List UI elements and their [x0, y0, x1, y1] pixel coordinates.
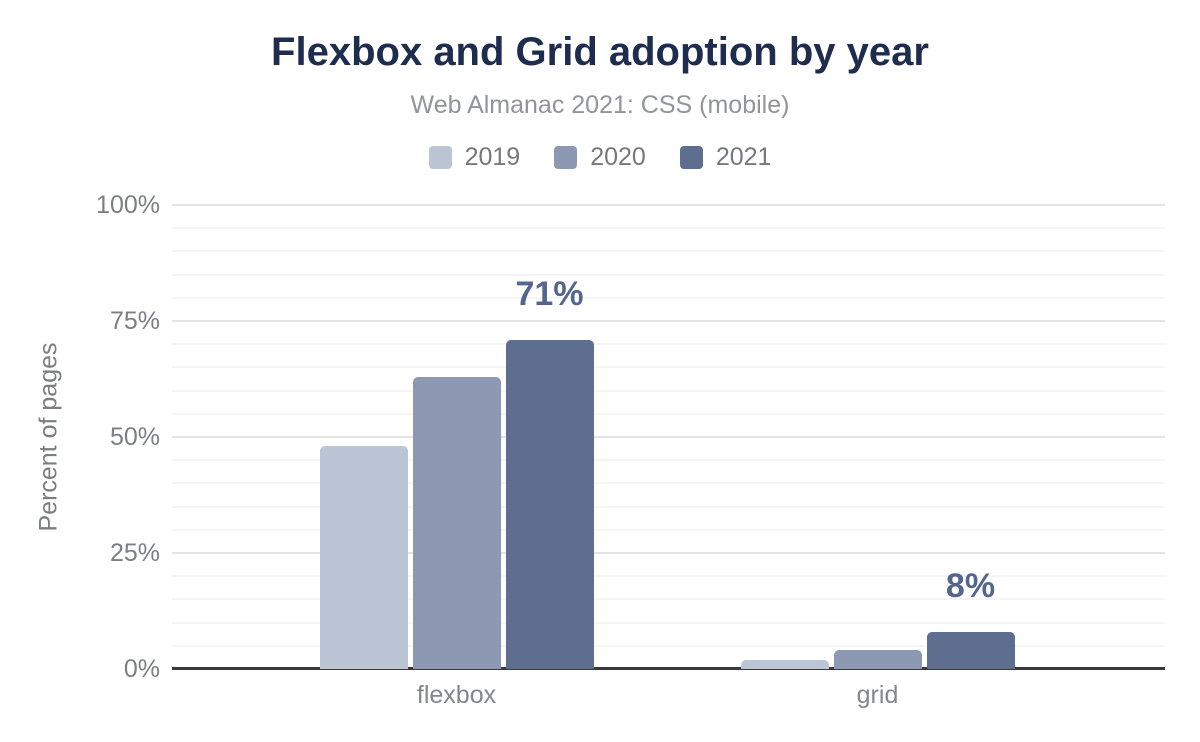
bar-value-label-grid: 8%	[945, 566, 996, 605]
legend-item-2020: 2020	[554, 143, 646, 172]
gridline-major-25	[172, 552, 1165, 554]
legend-label-2021: 2021	[715, 143, 772, 171]
gridline-major-50	[172, 436, 1165, 438]
chart-subtitle: Web Almanac 2021: CSS (mobile)	[410, 91, 790, 119]
gridline-minor-55	[172, 412, 1165, 415]
gridline-minor-85	[172, 273, 1165, 276]
gridline-minor-40	[172, 482, 1165, 485]
gridline-minor-90	[172, 250, 1165, 253]
bar-flexbox-2019	[319, 446, 408, 669]
bar-grid-2020	[833, 650, 922, 669]
gridline-major-75	[172, 320, 1165, 322]
gridline-minor-30	[172, 528, 1165, 531]
chart-title: Flexbox and Grid adoption by year	[271, 30, 929, 74]
legend-label-2020: 2020	[590, 143, 646, 171]
gridline-minor-10	[172, 621, 1165, 624]
gridline-minor-70	[172, 343, 1165, 346]
gridline-minor-95	[172, 227, 1165, 230]
bar-flexbox-2020	[412, 376, 501, 669]
bar-grid-2019	[740, 659, 829, 669]
y-tick-label-25: 25%	[109, 539, 160, 567]
gridline-minor-35	[172, 505, 1165, 508]
plot-area: 71% 8%	[172, 204, 1165, 670]
legend-swatch-2020	[554, 146, 578, 169]
gridline-minor-65	[172, 366, 1165, 369]
gridline-minor-15	[172, 598, 1165, 601]
legend-swatch-2021	[679, 146, 703, 169]
gridline-minor-80	[172, 296, 1165, 299]
y-tick-label-50: 50%	[109, 423, 160, 451]
gridline-minor-20	[172, 575, 1165, 578]
legend-item-2019: 2019	[428, 143, 521, 172]
legend-label-2019: 2019	[464, 143, 521, 171]
legend-swatch-2019	[428, 146, 452, 169]
gridline-minor-60	[172, 389, 1165, 392]
legend-item-2021: 2021	[679, 143, 772, 172]
gridline-major-100	[172, 204, 1165, 206]
x-tick-label-grid: grid	[856, 681, 899, 709]
bar-grid-2021	[926, 631, 1015, 669]
gridline-minor-5	[172, 644, 1165, 647]
x-axis-line	[172, 667, 1165, 670]
bar-value-label-flexbox: 71%	[515, 274, 584, 313]
bar-flexbox-2021	[505, 339, 594, 669]
x-tick-label-flexbox: flexbox	[416, 681, 497, 709]
y-tick-label-0: 0%	[123, 655, 160, 683]
y-tick-label-75: 75%	[109, 307, 160, 335]
gridline-minor-45	[172, 459, 1165, 462]
legend: 2019 2020 2021	[0, 143, 1200, 172]
y-tick-label-100: 100%	[96, 191, 160, 219]
